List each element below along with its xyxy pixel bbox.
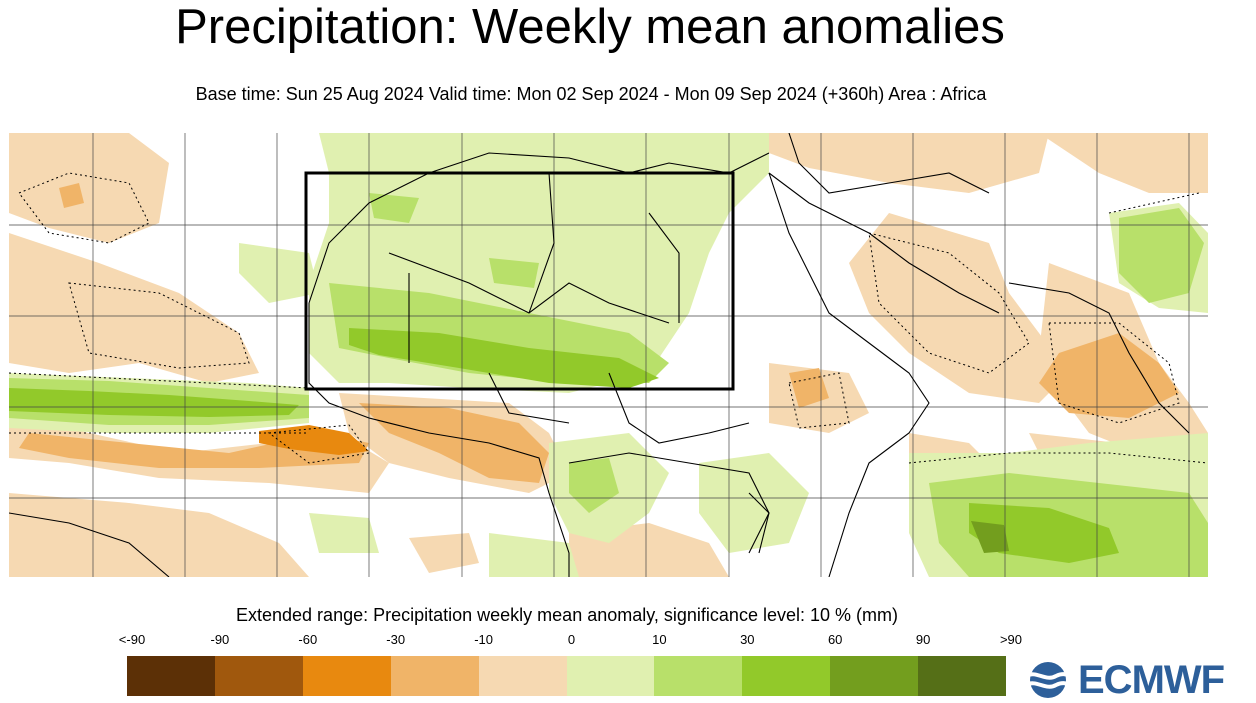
- page-title: Precipitation: Weekly mean anomalies: [175, 0, 1005, 54]
- focus-area-box: [304, 171, 735, 391]
- wet-very-areas: [971, 521, 1009, 553]
- legend-swatch: [830, 656, 919, 696]
- legend-tick-label: -10: [474, 632, 493, 647]
- legend-swatch: [654, 656, 743, 696]
- legend-swatch: [214, 656, 303, 696]
- ecmwf-logo: ECMWF: [1022, 660, 1254, 700]
- legend-tick-label: -30: [386, 632, 406, 647]
- map-canvas: [9, 133, 1208, 577]
- legend-tick-label: -90: [210, 632, 230, 647]
- ecmwf-logo-icon: [1024, 662, 1071, 698]
- legend-tick-labels: <-90 -90 -60 -30 -10 0 10 30 60 90 >90: [0, 632, 1100, 650]
- coastlines-borders: [9, 133, 1190, 577]
- dry-strong-areas: [259, 425, 369, 455]
- legend-title: Extended range: Precipitation weekly mea…: [236, 605, 898, 625]
- legend-tick-label: 30: [740, 632, 755, 647]
- legend-tick-label: 90: [915, 632, 931, 647]
- legend-colorbar: [127, 656, 1007, 696]
- precipitation-anomaly-map: [9, 133, 1208, 577]
- legend-tick-label: 10: [652, 632, 667, 647]
- page-subtitle: Base time: Sun 25 Aug 2024 Valid time: M…: [195, 84, 987, 104]
- significance-contours: [9, 172, 1208, 464]
- legend-tick-label: 0: [567, 632, 576, 647]
- legend-tick-label: <-90: [118, 632, 146, 647]
- legend-swatch: [478, 656, 567, 696]
- legend-swatch: [742, 656, 831, 696]
- legend-swatch: [127, 656, 215, 696]
- ecmwf-logo-text: ECMWF: [1078, 658, 1225, 702]
- legend-swatch: [302, 656, 391, 696]
- legend-tick-label: 60: [827, 632, 843, 647]
- legend-swatch: [390, 656, 479, 696]
- legend-swatch: [918, 656, 1007, 696]
- legend-tick-label: -60: [298, 632, 318, 647]
- legend-tick-label: >90: [999, 632, 1023, 647]
- legend-swatch: [566, 656, 655, 696]
- lat-lon-grid: [9, 133, 1208, 577]
